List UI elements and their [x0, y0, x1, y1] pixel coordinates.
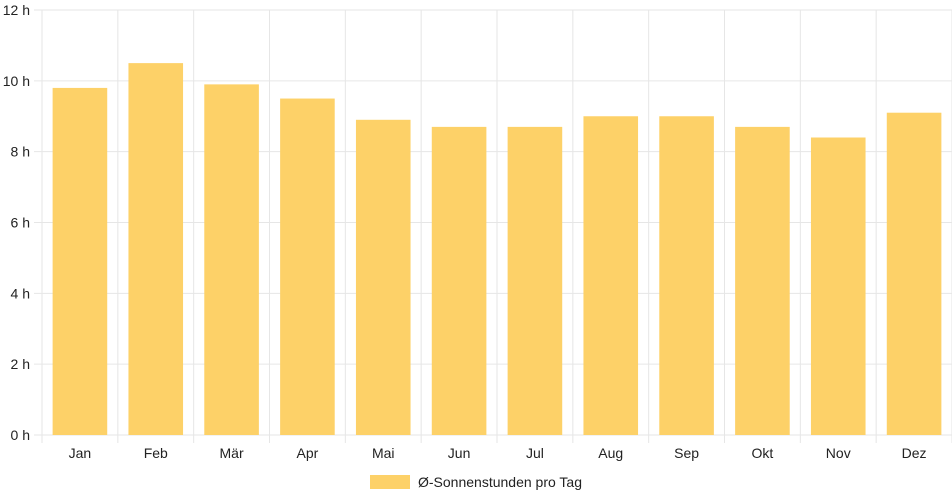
legend[interactable]: Ø-Sonnenstunden pro Tag	[370, 474, 582, 490]
grid-lines	[34, 9, 952, 443]
y-tick-label: 10 h	[3, 73, 30, 89]
bar-jun[interactable]	[431, 126, 487, 435]
bar-apr[interactable]	[280, 98, 335, 436]
x-tick-label: Aug	[598, 445, 623, 461]
bar-jul[interactable]	[507, 126, 563, 435]
x-tick-label: Mär	[220, 445, 244, 461]
bar-feb[interactable]	[128, 63, 184, 435]
y-tick-label: 8 h	[11, 144, 30, 160]
bars	[52, 63, 942, 436]
bar-nov[interactable]	[810, 137, 866, 436]
bar-aug[interactable]	[583, 116, 639, 435]
legend-label[interactable]: Ø-Sonnenstunden pro Tag	[418, 474, 582, 490]
bar-mai[interactable]	[355, 119, 411, 436]
x-tick-label: Feb	[144, 445, 168, 461]
x-tick-label: Dez	[902, 445, 927, 461]
bar-sep[interactable]	[659, 116, 714, 435]
y-tick-label: 6 h	[11, 215, 30, 231]
y-tick-label: 4 h	[11, 285, 30, 301]
legend-swatch[interactable]	[370, 475, 410, 489]
x-tick-label: Mai	[372, 445, 395, 461]
y-axis-ticks: 0 h 2 h 4 h 6 h 8 h 10 h 12 h	[3, 2, 30, 443]
bar-mär[interactable]	[204, 84, 259, 435]
x-tick-label: Jun	[448, 445, 471, 461]
x-tick-label: Jul	[526, 445, 544, 461]
bar-dez[interactable]	[886, 112, 942, 435]
bar-jan[interactable]	[52, 87, 108, 436]
y-tick-label: 2 h	[11, 356, 30, 372]
x-tick-label: Apr	[297, 445, 319, 461]
x-axis-ticks: Jan Feb Mär Apr Mai Jun Jul Aug Sep Okt Nov Dez	[69, 445, 927, 461]
x-tick-label: Okt	[752, 445, 774, 461]
x-tick-label: Sep	[674, 445, 699, 461]
x-tick-label: Jan	[69, 445, 92, 461]
bar-okt[interactable]	[735, 126, 790, 435]
x-tick-label: Nov	[826, 445, 851, 461]
y-tick-label: 0 h	[11, 427, 30, 443]
y-tick-label: 12 h	[3, 2, 30, 18]
